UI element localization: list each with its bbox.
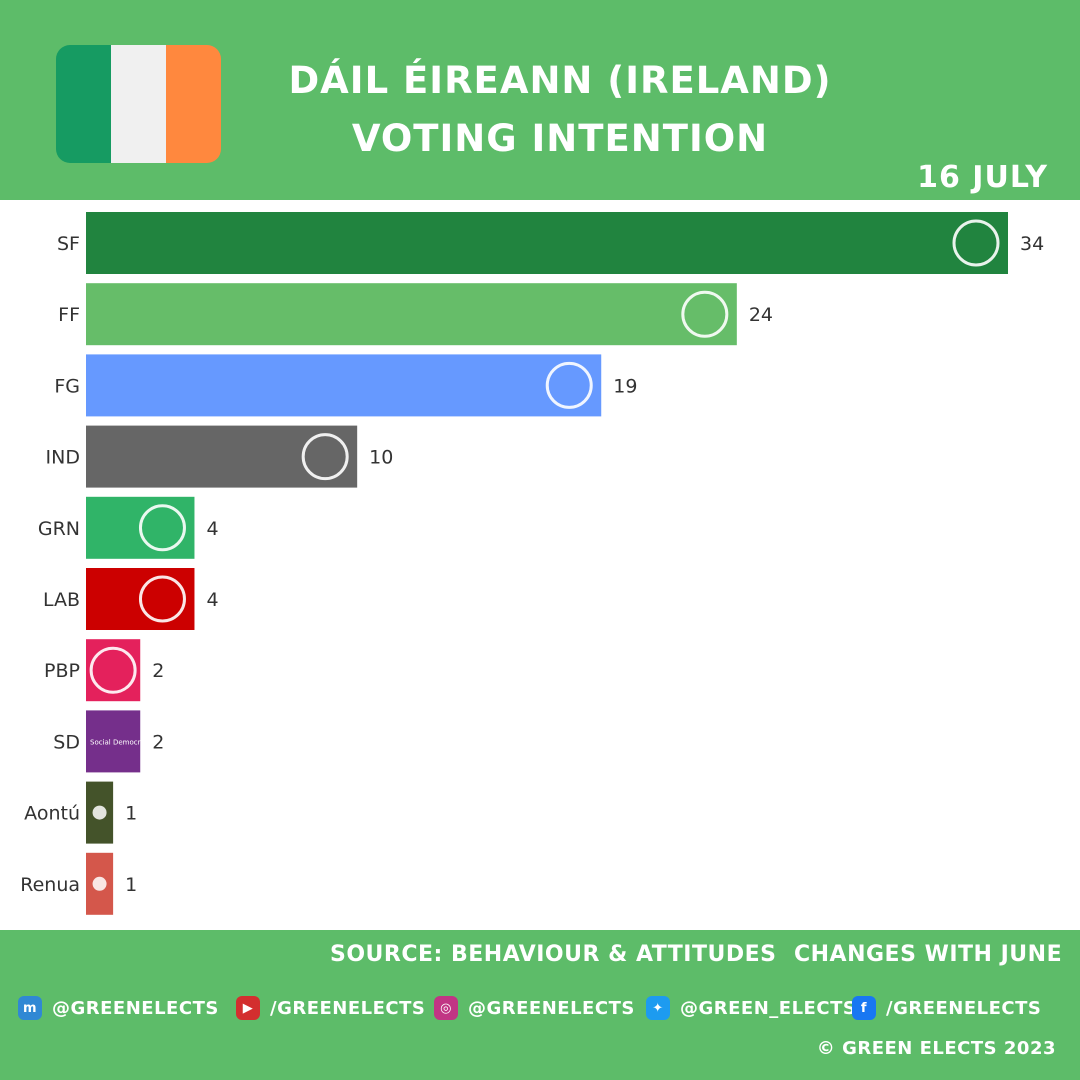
footer: SOURCE: BEHAVIOUR & ATTITUDES CHANGES WI… (0, 930, 1080, 1080)
ireland-flag-icon (56, 45, 221, 163)
social-handle: @GREENELECTS (52, 997, 219, 1019)
party-logo-renua (92, 876, 107, 891)
value-label-aontu: 1 (125, 803, 137, 825)
category-label-lab: LAB (43, 589, 80, 611)
category-label-sf: SF (57, 233, 80, 255)
changes-label: CHANGES WITH JUNE (794, 942, 1063, 967)
flag-stripe-white (111, 45, 166, 163)
bar-ind (86, 425, 358, 488)
party-logo-sf (952, 219, 1000, 267)
bar-sd (86, 710, 141, 773)
youtube-icon: ▶ (236, 996, 260, 1020)
copyright: © GREEN ELECTS 2023 (816, 1038, 1056, 1059)
category-label-aontu: Aontú (24, 803, 80, 825)
social-link-instagram[interactable]: ◎ @GREENELECTS (434, 996, 635, 1020)
flag-stripe-orange (166, 45, 221, 163)
instagram-icon: ◎ (434, 996, 458, 1020)
value-label-lab: 4 (206, 589, 218, 611)
value-label-grn: 4 (206, 518, 218, 540)
category-label-fg: FG (54, 375, 80, 397)
value-label-ff: 24 (749, 304, 773, 326)
title-line-1: DÁIL ÉIREANN (IRELAND) (288, 59, 832, 102)
party-logo-fg (545, 361, 593, 409)
flag-stripe-green (56, 45, 111, 163)
party-logo-sd: Social Democrats (90, 738, 152, 746)
page-title: DÁIL ÉIREANN (IRELAND) VOTING INTENTION (240, 52, 880, 168)
bar-fg (86, 354, 602, 417)
bar-chart: SF 34 FF 24 FG 19 IND 10 GRN 4 LAB 4 PBP 2 SD Social De… (20, 212, 1044, 915)
party-logo-grn (138, 504, 186, 552)
value-label-ind: 10 (369, 447, 393, 469)
title-line-2: VOTING INTENTION (351, 117, 769, 160)
category-label-grn: GRN (38, 518, 80, 540)
party-logo-ind (301, 433, 349, 481)
value-label-sd: 2 (152, 731, 164, 753)
social-link-youtube[interactable]: ▶ /GREENELECTS (236, 996, 425, 1020)
social-link-facebook[interactable]: f/GREENELECTS (852, 996, 1041, 1020)
bar-ff (86, 283, 737, 346)
value-label-renua: 1 (125, 874, 137, 896)
social-handle: /GREENELECTS (886, 997, 1042, 1019)
twitter-icon: ✦ (646, 996, 670, 1020)
value-label-pbp: 2 (152, 660, 164, 682)
category-label-pbp: PBP (44, 660, 80, 682)
party-logo-aontu (92, 805, 107, 820)
mastodon-icon: m (18, 996, 42, 1020)
party-logo-ff (681, 290, 729, 338)
category-label-ff: FF (58, 304, 80, 326)
bar-sf (86, 212, 1008, 274)
category-label-ind: IND (46, 447, 80, 469)
social-handle: @GREENELECTS (468, 997, 635, 1019)
social-link-mastodon[interactable]: m @GREENELECTS (18, 996, 219, 1020)
poll-date: 16 JULY (917, 160, 1048, 195)
party-logo-lab (138, 575, 186, 623)
value-label-sf: 34 (1020, 233, 1044, 255)
party-logo-pbp (89, 646, 137, 694)
category-label-renua: Renua (20, 874, 80, 896)
source-label: SOURCE: BEHAVIOUR & ATTITUDES (330, 942, 777, 967)
facebook-icon: f (852, 996, 876, 1020)
social-link-twitter[interactable]: ✦ @GREEN_ELECTS (646, 996, 856, 1020)
social-handle: @GREEN_ELECTS (680, 997, 857, 1019)
social-handle: /GREENELECTS (270, 997, 426, 1019)
value-label-fg: 19 (613, 375, 637, 397)
category-label-sd: SD (53, 731, 80, 753)
header-banner: DÁIL ÉIREANN (IRELAND) VOTING INTENTION … (0, 0, 1080, 200)
